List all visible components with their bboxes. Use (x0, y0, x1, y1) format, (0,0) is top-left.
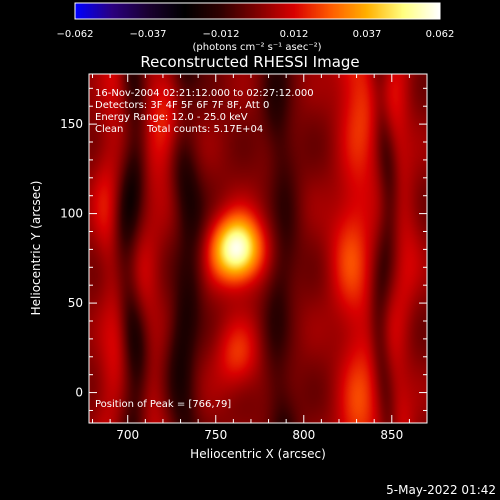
y-tick-label: 150 (60, 117, 83, 131)
y-tick-label: 100 (60, 207, 83, 221)
total-counts-label: Total counts: 5.17E+04 (146, 124, 263, 135)
energy-range-label: Energy Range: 12.0 - 25.0 keV (95, 112, 248, 123)
colorbar-tick-label: 0.062 (426, 29, 455, 40)
y-tick-label: 0 (75, 386, 83, 400)
algorithm-label: Clean (95, 124, 123, 135)
info-block: 16-Nov-2004 02:21:12.000 to 02:27:12.000… (95, 88, 314, 135)
x-tick-label: 850 (380, 428, 403, 442)
colorbar-tick-label: −0.062 (56, 29, 93, 40)
colorbar-units-label: (photons cm⁻² s⁻¹ asec⁻²) (192, 42, 321, 53)
footer-timestamp: 5-May-2022 01:42 (386, 483, 496, 497)
colorbar-tick-label: −0.037 (129, 29, 166, 40)
peak-position-label: Position of Peak = [766,79] (95, 399, 231, 410)
colorbar-tick-label: −0.012 (202, 29, 239, 40)
y-axis-label: Heliocentric Y (arcsec) (29, 181, 43, 316)
x-tick-label: 800 (292, 428, 315, 442)
y-tick-label: 50 (68, 296, 83, 310)
time-range-label: 16-Nov-2004 02:21:12.000 to 02:27:12.000 (95, 88, 314, 99)
detectors-label: Detectors: 3F 4F 5F 6F 7F 8F, Att 0 (95, 100, 269, 111)
colorbar-tick-label: 0.012 (280, 29, 309, 40)
axis-ticks: 700 750 800 850 0 50 100 150 (60, 74, 428, 442)
heatmap-image (89, 74, 427, 423)
x-axis-label: Heliocentric X (arcsec) (190, 447, 326, 461)
x-tick-label: 700 (116, 428, 139, 442)
x-tick-label: 750 (204, 428, 227, 442)
colorbar-tick-label: 0.037 (353, 29, 382, 40)
colorbar: −0.062 −0.037 −0.012 0.012 0.037 0.062 (photo… (56, 2, 455, 53)
colorbar-gradient (75, 3, 440, 19)
plot-title: Reconstructed RHESSI Image (140, 53, 359, 71)
colorbar-frame (74, 2, 441, 20)
plot-frame (88, 73, 428, 424)
